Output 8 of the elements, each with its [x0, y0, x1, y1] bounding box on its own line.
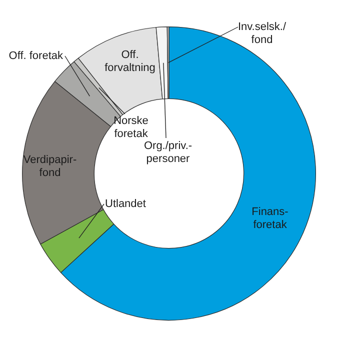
slice-label: Finans-foretak — [252, 206, 289, 232]
slice-label: Org./priv.-personer — [144, 140, 192, 166]
slice-label: Utlandet — [105, 198, 146, 210]
slice-label: Inv.selsk./fond — [238, 21, 287, 46]
legend-label: Norske foretak — [114, 115, 148, 140]
slice-label: Verdipapir-fond — [23, 154, 77, 180]
slice-label: Off. forvaltning — [104, 49, 156, 74]
slice-label: Off. foretak — [8, 50, 64, 62]
